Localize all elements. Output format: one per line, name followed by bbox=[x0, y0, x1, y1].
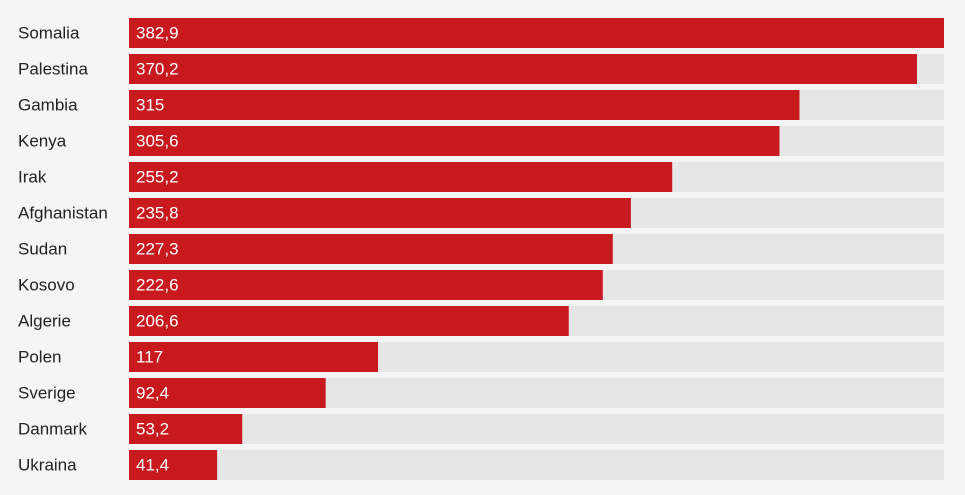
value-label: 41,4 bbox=[136, 455, 169, 474]
bar bbox=[129, 198, 631, 228]
value-label: 222,6 bbox=[136, 275, 179, 294]
bar bbox=[129, 90, 800, 120]
bar-track bbox=[129, 450, 944, 480]
category-label: Algerie bbox=[18, 311, 71, 330]
category-label: Polen bbox=[18, 347, 61, 366]
category-label: Ukraina bbox=[18, 455, 77, 474]
category-label: Sudan bbox=[18, 239, 67, 258]
value-label: 235,8 bbox=[136, 203, 179, 222]
category-label: Irak bbox=[18, 167, 47, 186]
category-label: Danmark bbox=[18, 419, 87, 438]
bar bbox=[129, 54, 917, 84]
value-label: 315 bbox=[136, 95, 164, 114]
category-label: Gambia bbox=[18, 95, 78, 114]
bar bbox=[129, 18, 944, 48]
bar bbox=[129, 378, 326, 408]
bar bbox=[129, 126, 780, 156]
bar bbox=[129, 414, 243, 444]
value-label: 382,9 bbox=[136, 23, 179, 42]
bar-track bbox=[129, 414, 944, 444]
value-label: 53,2 bbox=[136, 419, 169, 438]
bar bbox=[129, 234, 613, 264]
bar bbox=[129, 342, 379, 372]
bar bbox=[129, 306, 569, 336]
category-label: Palestina bbox=[18, 59, 88, 78]
value-label: 370,2 bbox=[136, 59, 179, 78]
value-label: 255,2 bbox=[136, 167, 179, 186]
category-label: Kosovo bbox=[18, 275, 75, 294]
category-label: Somalia bbox=[18, 23, 80, 42]
bar bbox=[129, 270, 603, 300]
bar bbox=[129, 450, 218, 480]
value-label: 92,4 bbox=[136, 383, 169, 402]
category-label: Afghanistan bbox=[18, 203, 108, 222]
value-label: 206,6 bbox=[136, 311, 179, 330]
value-label: 227,3 bbox=[136, 239, 179, 258]
category-label: Kenya bbox=[18, 131, 67, 150]
value-label: 305,6 bbox=[136, 131, 179, 150]
value-label: 117 bbox=[136, 347, 163, 366]
category-label: Sverige bbox=[18, 383, 76, 402]
bar bbox=[129, 162, 673, 192]
